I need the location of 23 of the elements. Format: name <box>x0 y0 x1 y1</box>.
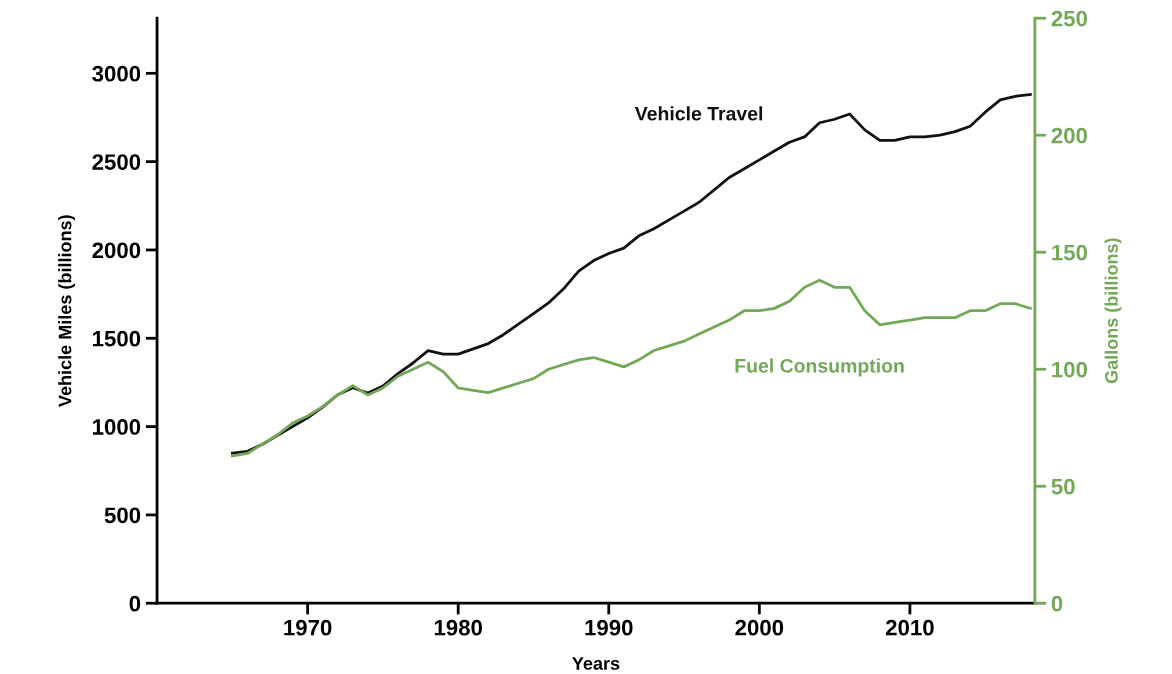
y-tick-label: 0 <box>129 595 141 612</box>
y2-tick-label: 50 <box>1051 478 1075 495</box>
x-tick-label: 1980 <box>434 619 482 636</box>
y2-tick-label: 200 <box>1051 127 1088 144</box>
y2-tick-label: 150 <box>1052 244 1088 261</box>
x-axis-title: Years <box>572 657 620 670</box>
y-tick-label: 1500 <box>93 330 141 347</box>
y-tick-label: 1000 <box>93 419 141 435</box>
x-tick-label: 2010 <box>885 619 934 636</box>
series-label: Fuel Consumption <box>735 358 904 377</box>
x-tick-label: 1990 <box>585 619 633 636</box>
y2-axis-title: Gallons (billions) <box>1104 238 1122 384</box>
y-tick-label: 500 <box>104 507 141 524</box>
y-axis-title: Vehicle Miles (billions) <box>58 215 75 407</box>
y-tick-label: 2500 <box>92 154 141 170</box>
series-label: Vehicle Travel <box>634 106 763 121</box>
y2-tick-label: 0 <box>1051 595 1063 612</box>
x-tick-label: 2000 <box>735 619 784 636</box>
y2-tick-label: 100 <box>1052 361 1088 378</box>
y2-tick-label: 250 <box>1051 10 1088 27</box>
y-tick-label: 3000 <box>92 65 141 82</box>
x-tick-label: 1970 <box>284 619 332 636</box>
y-tick-label: 2000 <box>92 242 141 259</box>
